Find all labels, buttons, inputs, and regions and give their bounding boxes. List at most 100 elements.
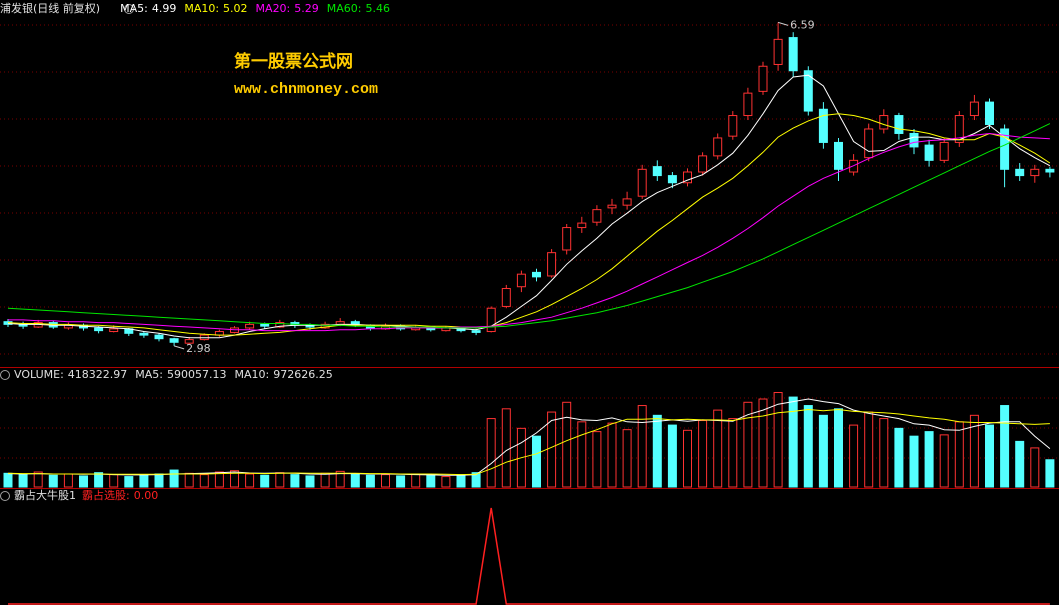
volume-bar (592, 431, 602, 488)
volume-bar (63, 473, 73, 488)
volume-bar (879, 418, 889, 488)
candle-body (1015, 168, 1025, 177)
ma-line (7, 74, 1051, 339)
volume-bar (667, 424, 677, 488)
legend-value: 972626.25 (273, 368, 333, 381)
volume-bar (260, 474, 270, 488)
volume-bar (501, 408, 511, 488)
volume-bar (18, 474, 28, 488)
candle-body (547, 252, 557, 277)
candle-body (728, 115, 738, 137)
volume-bar (79, 475, 88, 488)
candle-body (864, 128, 874, 159)
legend-value: 418322.97 (68, 368, 128, 381)
volume-bar (396, 475, 406, 488)
legend-value: 浦发银(日线 前复权) (0, 1, 100, 15)
volume-bar (1030, 447, 1040, 488)
legend-name: MA5: (135, 368, 163, 381)
volume-bar (3, 472, 13, 488)
candle-body (667, 175, 677, 184)
candle-body (818, 108, 828, 143)
volume-bar (713, 409, 723, 488)
candle-body (939, 141, 949, 161)
volume-bar (109, 474, 119, 488)
volume-bar (441, 476, 451, 488)
volume-bar (562, 401, 572, 488)
indicator-title: 霸占大牛股1 (14, 488, 76, 502)
candle-body (879, 115, 889, 130)
legend-value: 5.29 (294, 2, 319, 15)
volume-bar (320, 472, 330, 488)
menu-icon[interactable] (124, 4, 134, 14)
legend-name: 霸占选股: (82, 488, 130, 502)
volume-bar (124, 476, 134, 488)
candle-body (773, 38, 783, 65)
panel-header: 浦发银(日线 前复权) MA5: 4.99 MA10: 5.02 MA20: 5.29 MA6… (0, 1, 390, 15)
menu-icon[interactable] (0, 370, 10, 380)
candle-body (184, 339, 194, 344)
candle-body (1030, 168, 1040, 177)
volume-bar (94, 472, 104, 488)
legend-name: MA5: (120, 2, 148, 15)
volume-bar (245, 473, 255, 488)
volume-bar (275, 472, 285, 488)
legend-value: 5.46 (365, 2, 390, 15)
candle-body (109, 328, 119, 333)
menu-icon[interactable] (0, 491, 10, 501)
candle-body (985, 101, 994, 126)
volume-bar (381, 474, 390, 488)
watermark-url: www.chnmoney.com (234, 81, 378, 98)
volume-bar (607, 422, 617, 488)
candle-body (713, 137, 723, 157)
volume-bar (486, 418, 496, 488)
candle-body (622, 198, 632, 206)
candle-body (245, 323, 255, 329)
candle-body (516, 273, 526, 288)
candle-body (562, 227, 572, 251)
candle-body (1000, 128, 1010, 170)
volume-bar (803, 405, 813, 488)
watermark-title: 第一股票公式网 (234, 51, 353, 72)
candle-body (94, 327, 104, 332)
candle-body (954, 115, 964, 143)
volume-bar (365, 474, 375, 488)
volume-bar (652, 414, 662, 488)
volume-bar (683, 429, 692, 488)
volume-bar (622, 429, 632, 488)
volume-bar (1000, 405, 1010, 488)
legend-value: 4.99 (152, 2, 177, 15)
candle-body (169, 338, 179, 343)
volume-bar (939, 434, 949, 488)
candle-body (486, 307, 496, 333)
candle-body (139, 332, 149, 336)
max-label: 6.59 (790, 18, 815, 31)
volume-bar (532, 435, 541, 488)
volume-bar (169, 469, 179, 488)
candle-body (803, 70, 813, 112)
volume-bar (909, 435, 919, 488)
volume-bar (894, 427, 904, 488)
panel-header: 霸占大牛股1 霸占选股: 0.00 (14, 488, 158, 502)
candle-body (698, 155, 708, 173)
annotation-arrow (173, 345, 185, 350)
volume-bar (924, 431, 934, 488)
candle-body (683, 171, 692, 184)
volume-bar (48, 474, 58, 488)
candle-body (1045, 168, 1055, 173)
panel-header: VOLUME: 418322.97 MA5: 590057.13 MA10: 972626… (14, 368, 333, 381)
volume-bar (758, 398, 768, 488)
candle-body (607, 204, 617, 209)
min-label: 2.98 (186, 342, 211, 355)
volume-bar (230, 470, 239, 488)
volume-bar (139, 474, 149, 488)
candle-body (275, 322, 285, 328)
volume-bar (818, 414, 828, 488)
volume-bar (849, 424, 859, 488)
legend-value: 0.00 (134, 489, 159, 502)
legend-name: MA60: (327, 2, 362, 15)
candle-body (501, 288, 511, 307)
volume-bar (969, 414, 979, 488)
volume-ma-line (7, 408, 1050, 476)
volume-bar (743, 401, 753, 488)
volume-bar (214, 471, 224, 488)
